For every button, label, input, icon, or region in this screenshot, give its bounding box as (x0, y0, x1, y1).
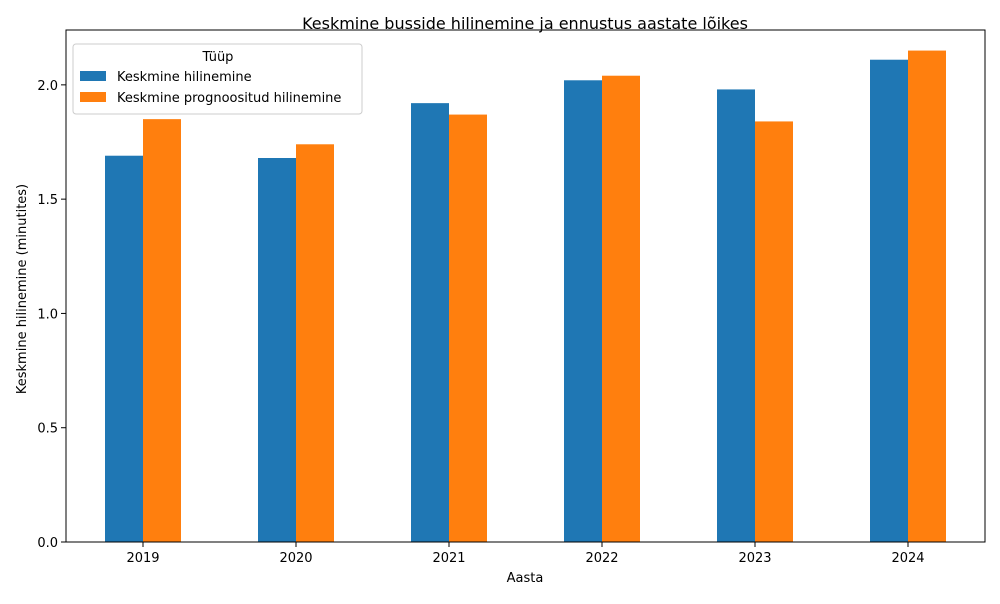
legend-title: Tüüp (202, 50, 234, 65)
bar-2020-series-2 (296, 144, 334, 543)
bar-2023-series-1 (717, 89, 755, 542)
y-tick-label: 2.0 (37, 79, 58, 94)
x-tick-label: 2020 (279, 551, 312, 566)
y-tick-label: 0.5 (37, 422, 58, 437)
x-tick-label: 2022 (585, 551, 618, 566)
x-tick-label: 2023 (738, 551, 771, 566)
legend-label-series-1: Keskmine hilinemine (117, 70, 252, 85)
y-tick-label: 0.0 (37, 536, 58, 551)
y-ticks-group: 0.0 0.5 1.0 1.5 2.0 (37, 79, 66, 551)
bar-2021-series-2 (449, 114, 487, 543)
legend-swatch-series-2 (80, 92, 106, 102)
bar-2024-series-2 (908, 50, 946, 542)
x-axis-label: Aasta (507, 571, 544, 586)
legend-frame (72, 43, 363, 115)
x-tick-label: 2019 (126, 551, 159, 566)
bars-group (105, 50, 946, 543)
x-tick-label: 2024 (891, 551, 924, 566)
legend-swatch-series-1 (80, 71, 106, 81)
x-tick-label: 2021 (432, 551, 465, 566)
y-tick-label: 1.0 (37, 307, 58, 322)
legend: Tüüp Keskmine hilinemine Keskmine progno… (72, 43, 363, 115)
chart-title: Keskmine busside hilinemine ja ennustus … (302, 14, 748, 33)
bar-2019-series-1 (105, 155, 143, 542)
y-axis-label: Keskmine hilinemine (minutites) (15, 184, 30, 394)
bar-2023-series-2 (755, 121, 793, 542)
bar-2022-series-2 (602, 75, 640, 542)
bar-2024-series-1 (870, 59, 908, 542)
bar-2022-series-1 (564, 80, 602, 543)
bar-2019-series-2 (143, 119, 181, 543)
plot-frame (65, 29, 986, 543)
x-ticks-group: 2019 2020 2021 2022 2023 2024 (126, 542, 925, 566)
bar-2020-series-1 (258, 158, 296, 542)
bar-2021-series-1 (411, 103, 449, 543)
y-tick-label: 1.5 (37, 193, 58, 208)
legend-label-series-2: Keskmine prognoositud hilinemine (117, 91, 341, 106)
